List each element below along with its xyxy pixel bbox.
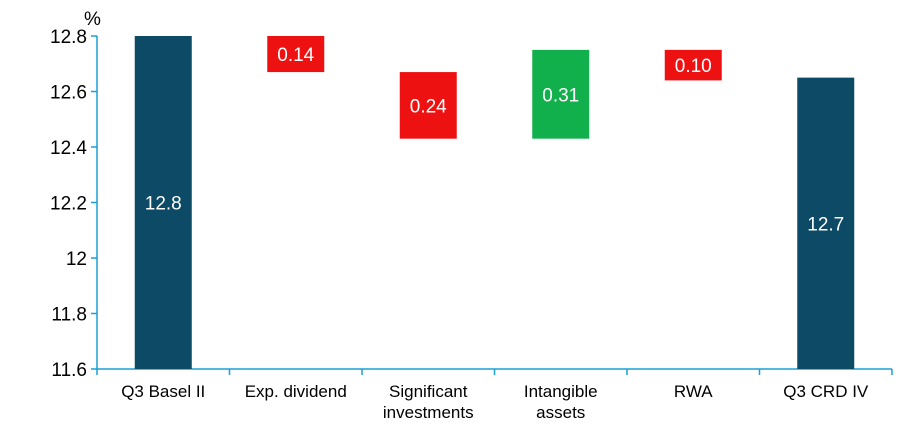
x-category-label: Significant: [389, 382, 468, 401]
y-tick-label: 11.8: [51, 305, 87, 326]
x-category-label: investments: [383, 403, 474, 422]
x-category-label: Q3 Basel II: [121, 382, 205, 401]
y-tick-label: 12.4: [50, 138, 87, 159]
y-tick-label: 12.2: [50, 194, 87, 215]
bar-decrease: [399, 72, 457, 139]
bar-value-label: 12.7: [807, 214, 844, 235]
bar-value-label: 0.14: [277, 45, 314, 66]
y-tick-label: 12.6: [50, 83, 87, 104]
bar-total: [797, 77, 855, 369]
bar-value-label: 0.10: [675, 56, 712, 77]
y-tick-label: 12.8: [50, 27, 87, 48]
x-category-label: Intangible: [524, 382, 598, 401]
y-tick-label: 11.6: [51, 360, 87, 381]
bar-decrease: [664, 49, 722, 81]
bar-value-label: 0.24: [410, 96, 447, 117]
bar-value-label: 12.8: [145, 194, 182, 215]
bar-value-label: 0.31: [542, 85, 579, 106]
x-category-label: Q3 CRD IV: [783, 382, 869, 401]
bar-increase: [532, 49, 590, 139]
bar-total: [134, 36, 192, 369]
y-tick-label: 12: [66, 249, 87, 270]
x-category-label: Exp. dividend: [245, 382, 347, 401]
x-category-label: RWA: [674, 382, 713, 401]
bar-decrease: [267, 36, 325, 73]
unit-label: %: [84, 9, 101, 30]
x-category-label: assets: [536, 403, 585, 422]
